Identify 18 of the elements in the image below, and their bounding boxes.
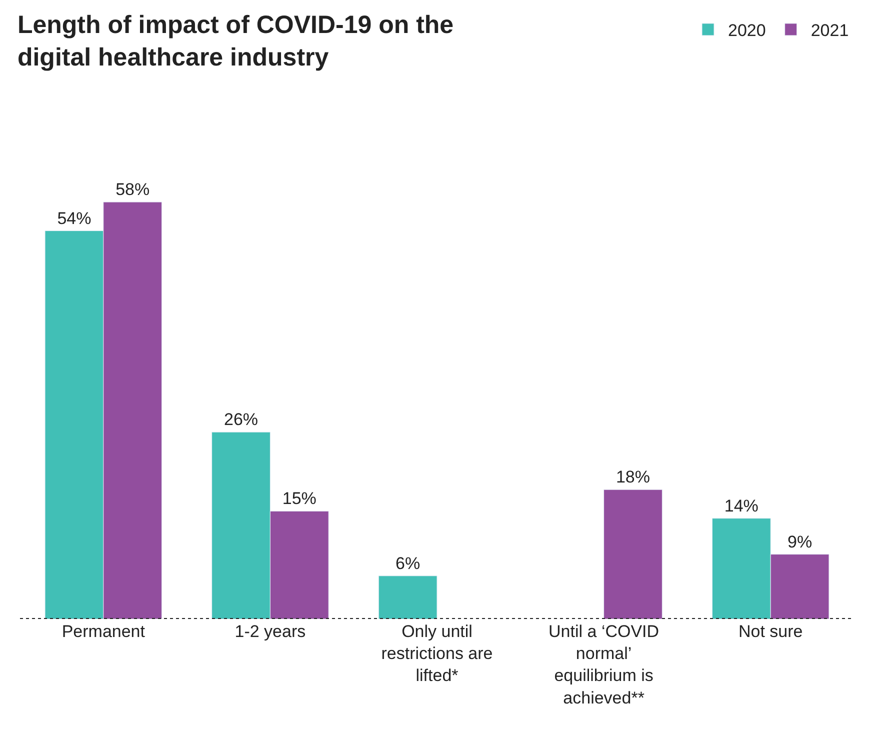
data-label: 9% [788,532,812,552]
data-label: 18% [616,468,650,487]
data-label: 6% [396,554,420,573]
x-tick-label: Only until restrictions are lifted* [381,622,493,686]
x-tick-label: Not sure [738,622,803,641]
x-tick-label: Permanent [62,622,146,641]
bar [604,489,662,619]
data-label: 14% [724,496,758,516]
bar [378,576,438,619]
data-label: 15% [282,489,316,508]
x-tick-label: Until a ‘COVID normal’ equilibrium is achieved** [548,622,660,708]
data-label: 54% [57,208,92,228]
data-label: 58% [116,180,150,200]
legend-label: 2021 [810,21,849,40]
x-tick-label: 1-2 years [234,622,306,641]
data-label: 26% [224,410,258,430]
chart-title: Length of impact of COVID-19 on the digital healthcare industry [17,10,454,72]
legend-label: 2020 [728,21,766,40]
